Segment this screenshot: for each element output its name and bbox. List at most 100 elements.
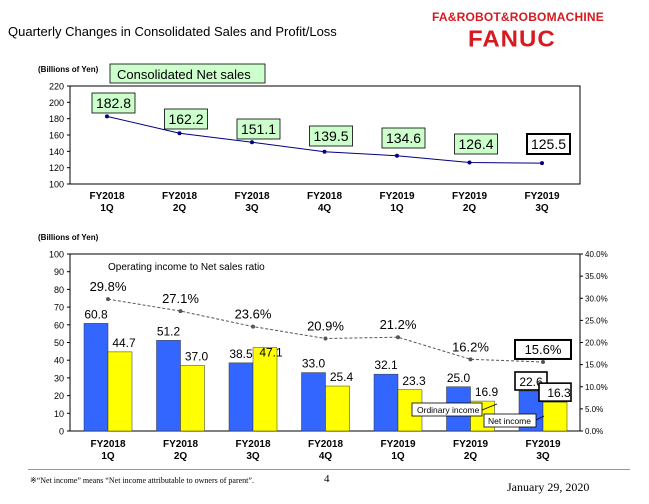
sales-value-label: 139.5 — [313, 128, 348, 144]
profit-y-tick-label: 80 — [54, 285, 64, 295]
net-income-bar — [107, 351, 133, 432]
ordinary-income-value-label: 22.6 — [519, 375, 543, 389]
ordinary-income-bar — [83, 323, 109, 432]
sales-point — [177, 131, 182, 136]
ratio-y-tick-label: 5.0% — [585, 405, 603, 414]
net-income-value-label: 23.3 — [402, 374, 426, 388]
ratio-point — [396, 335, 400, 340]
ordinary-income-bar — [301, 372, 326, 432]
profit-y-tick-label: 10 — [54, 409, 64, 419]
net-income-value-label: 44.7 — [112, 336, 136, 350]
brand-tagline: FA&ROBOT&ROBOMACHINE — [432, 10, 604, 24]
net-income-value-label: 16.3 — [547, 386, 571, 400]
sales-point — [105, 114, 109, 119]
sales-value-label: 182.8 — [96, 95, 131, 111]
ratio-point — [541, 359, 545, 364]
sales-y-tick-label: 120 — [49, 163, 64, 173]
sales-x-label-year: FY2019 — [452, 191, 487, 202]
ratio-point — [323, 336, 328, 341]
ratio-value-label: 21.2% — [380, 317, 417, 332]
net-income-value-label: 37.0 — [185, 350, 209, 364]
sales-value-box — [236, 118, 281, 140]
ratio-point — [468, 357, 473, 362]
net-income-bar — [252, 347, 278, 432]
profit-x-label-year: FY2018 — [235, 439, 270, 450]
net-income-value-box — [538, 382, 572, 402]
profit-y-tick-label: 70 — [54, 303, 64, 313]
sales-chart-title: Consolidated Net sales — [117, 67, 251, 82]
sales-x-label-year: FY2019 — [524, 191, 559, 202]
profit-x-label-quarter: 3Q — [246, 451, 260, 462]
sales-title-box — [109, 63, 266, 84]
profit-y-tick-label: 90 — [54, 267, 64, 277]
ordinary-income-value-label: 51.2 — [157, 324, 181, 338]
sales-value-box — [454, 133, 498, 155]
sales-y-tick-label: 140 — [49, 147, 64, 157]
profit-y-unit-label: (Billions of Yen) — [38, 233, 99, 242]
sales-y-tick-label: 220 — [49, 82, 64, 92]
sales-value-box — [381, 127, 426, 149]
profit-y-tick-label: 50 — [54, 338, 64, 348]
sales-x-label-quarter: 1Q — [390, 203, 404, 214]
report-date: January 29, 2020 — [507, 480, 590, 494]
profit-x-label-year: FY2018 — [163, 439, 198, 450]
sales-y-tick-label: 200 — [49, 98, 64, 108]
net-income-bar — [180, 365, 205, 432]
legend-net-income-box — [483, 413, 537, 428]
ordinary-income-value-label: 32.1 — [374, 358, 398, 372]
ratio-value-label: 23.6% — [235, 307, 272, 322]
profit-x-label-quarter: 3Q — [536, 451, 550, 462]
ratio-y-tick-label: 0.0% — [585, 427, 603, 436]
profit-x-label-year: FY2019 — [525, 439, 560, 450]
sales-y-tick-label: 180 — [49, 114, 64, 124]
sales-y-unit-label: (Billions of Yen) — [38, 65, 99, 74]
sales-value-label: 151.1 — [241, 121, 276, 137]
ordinary-income-value-label: 25.0 — [447, 371, 471, 385]
sales-x-label-quarter: 1Q — [100, 203, 114, 214]
sales-x-label-quarter: 4Q — [318, 203, 332, 214]
sales-point — [467, 160, 472, 165]
sales-value-label: 134.6 — [386, 130, 421, 146]
profit-y-tick-label: 0 — [59, 427, 64, 437]
ratio-point — [106, 297, 110, 302]
profit-y-tick-label: 30 — [54, 373, 64, 383]
net-income-value-label: 25.4 — [330, 370, 354, 384]
sales-y-tick-label: 160 — [49, 131, 64, 141]
sales-x-label-quarter: 3Q — [535, 203, 549, 214]
sales-value-box — [91, 92, 136, 114]
profit-x-label-quarter: 1Q — [101, 451, 115, 462]
footnote: ※“Net income” means “Net income attribut… — [30, 476, 254, 485]
ordinary-income-bar — [228, 362, 254, 432]
legend-net-income: Net income — [488, 416, 531, 426]
sales-point — [250, 140, 254, 145]
sales-x-label-year: FY2018 — [89, 191, 124, 202]
profit-y-tick-label: 40 — [54, 356, 64, 366]
ratio-y-tick-label: 35.0% — [585, 272, 608, 281]
sales-point — [322, 149, 327, 154]
profit-x-label-quarter: 1Q — [391, 451, 405, 462]
sales-point — [540, 161, 544, 166]
ratio-y-tick-label: 15.0% — [585, 361, 608, 370]
sales-x-label-year: FY2018 — [162, 191, 197, 202]
ratio-value-box — [514, 338, 572, 360]
legend-ordinary-income: Ordinary income — [417, 405, 480, 415]
legend-net-income-pointer — [535, 415, 545, 421]
ratio-point — [178, 309, 183, 314]
profit-x-label-quarter: 2Q — [464, 451, 478, 462]
sales-value-label: 125.5 — [531, 136, 566, 152]
ratio-y-tick-label: 40.0% — [585, 250, 608, 259]
sales-value-box — [164, 108, 208, 130]
profit-x-label-year: FY2018 — [308, 439, 343, 450]
sales-x-label-quarter: 2Q — [463, 203, 477, 214]
sales-x-label-year: FY2018 — [307, 191, 342, 202]
ordinary-income-value-label: 38.5 — [229, 347, 253, 361]
sales-value-label: 162.2 — [168, 111, 203, 127]
legend-ordinary-income-pointer — [481, 403, 498, 411]
net-income-bar — [325, 385, 350, 432]
ratio-point — [251, 324, 255, 329]
ordinary-income-value-label: 33.0 — [302, 357, 326, 371]
charts-canvas: (Billions of Yen) Consolidated Net sales 1… — [38, 63, 608, 462]
profit-y-tick-label: 20 — [54, 391, 64, 401]
ratio-y-tick-label: 10.0% — [585, 383, 608, 392]
sales-x-label-year: FY2018 — [234, 191, 269, 202]
